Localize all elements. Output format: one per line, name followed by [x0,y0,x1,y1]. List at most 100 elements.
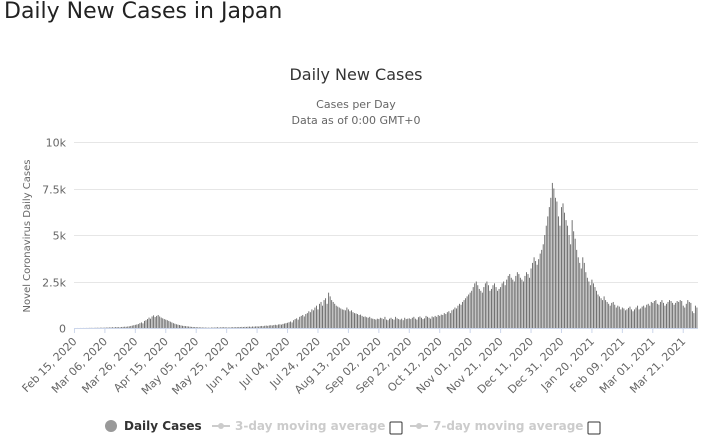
bar [364,316,366,328]
bar [445,314,447,328]
bar [666,303,667,328]
bar [276,325,278,328]
bar [302,314,304,328]
bar [561,207,562,328]
bar [127,326,129,328]
bar [457,305,459,328]
bar [285,323,287,328]
bar [144,320,145,328]
bar [425,315,427,328]
bar [646,304,648,328]
bar [644,307,646,328]
bar [446,312,448,328]
bar [451,310,453,328]
bar [274,324,276,328]
bar [255,326,257,328]
bar [148,317,150,328]
bar [670,301,672,328]
bar [387,320,389,328]
bar [287,322,288,328]
bar [471,290,473,328]
bar [284,323,285,328]
bar [335,305,337,328]
legend-checkbox-7-day[interactable] [587,421,601,435]
bar [421,317,422,328]
bar [308,311,310,328]
bar [518,274,520,328]
bar [541,249,543,328]
bar [107,327,109,328]
bar [401,318,403,328]
bar [475,281,477,328]
bar [439,315,441,328]
bar [113,327,115,328]
bar [486,281,488,328]
bar [573,231,575,328]
legend-checkbox-3-day[interactable] [389,421,403,435]
bar [159,316,161,328]
bar [568,235,570,328]
bar [487,285,489,328]
bar [586,277,588,328]
bar [463,300,465,328]
bar [252,326,253,328]
bar [306,313,308,328]
y-axis-ticks: 0 2.5k 5k 7.5k 10k [42,137,66,336]
bar [437,314,439,328]
bar [669,300,670,328]
bar [614,304,616,328]
bar [603,296,605,328]
bar [112,327,113,328]
bar [215,327,217,328]
bar [673,304,675,328]
bar [422,319,424,328]
chart-subtitle-line1: Cases per Day [316,98,396,111]
bar [431,316,433,328]
bar [110,327,112,328]
bar [498,288,500,328]
bar [650,301,652,328]
bar [357,314,358,328]
bar [351,310,352,328]
bar [465,298,467,328]
bar [547,216,549,328]
bar [288,322,290,328]
bar [681,301,683,328]
bar [118,327,120,328]
bar [282,323,284,328]
bar [329,296,331,328]
bar [273,325,275,328]
bar [378,319,380,328]
bar [134,324,136,328]
bar [682,305,684,328]
bar [315,305,317,328]
bar [314,307,316,328]
bar [696,307,698,328]
bar [162,318,164,328]
bar [376,318,378,328]
bar [194,327,196,328]
bar [567,225,569,328]
legend-item-3-day-moving-average[interactable]: 3-day moving average [212,419,403,435]
bar [271,325,273,328]
bar [676,301,678,328]
bar [690,302,692,328]
bar [239,327,241,328]
legend-item-daily-cases[interactable]: Daily Cases [105,419,202,433]
bar [635,307,637,328]
bar [384,316,386,328]
bar [197,327,199,328]
bar [267,325,269,328]
bar [372,318,374,328]
y-tick-label: 5k [53,230,67,243]
bar [404,317,406,328]
bar [229,327,231,328]
bar [186,326,188,328]
bar [519,277,521,328]
legend-item-7-day-moving-average[interactable]: 7-day moving average [410,419,601,435]
bar [588,281,590,328]
bar [109,327,110,328]
bar [462,301,464,328]
bar [200,327,202,328]
bar [659,301,661,328]
